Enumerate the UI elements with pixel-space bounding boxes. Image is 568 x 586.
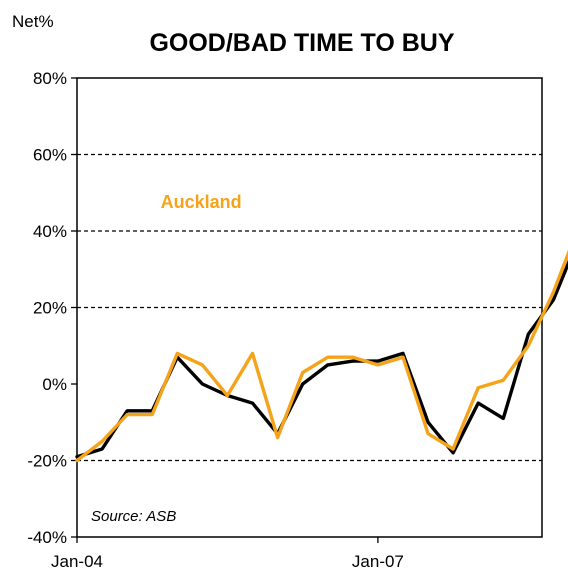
y-tick-label: 0% bbox=[42, 375, 67, 394]
y-tick-label: 80% bbox=[33, 69, 67, 88]
series-lines bbox=[75, 249, 568, 463]
y-tick-label: 20% bbox=[33, 299, 67, 318]
y-tick-label: -20% bbox=[27, 452, 67, 471]
series-labels: AucklandNationwideCanterbury bbox=[161, 192, 242, 212]
series-line-nationwide bbox=[75, 259, 568, 459]
y-tick-label: -40% bbox=[27, 528, 67, 547]
y-axis-ticks: 80% 60% 40% 20% 0% -20% -40% bbox=[27, 69, 77, 547]
series-line-auckland bbox=[75, 249, 568, 463]
series-label-auckland: Auckland bbox=[161, 192, 242, 212]
x-tick-label: Jan-07 bbox=[352, 552, 404, 571]
gridlines bbox=[77, 153, 542, 462]
source-note: Source: ASB bbox=[91, 508, 176, 525]
x-tick-label: Jan-04 bbox=[51, 552, 103, 571]
y-tick-label: 40% bbox=[33, 222, 67, 241]
y-tick-label: 60% bbox=[33, 146, 67, 165]
chart-title: GOOD/BAD TIME TO BUY bbox=[149, 29, 454, 57]
y-axis-label: Net% bbox=[12, 12, 54, 31]
